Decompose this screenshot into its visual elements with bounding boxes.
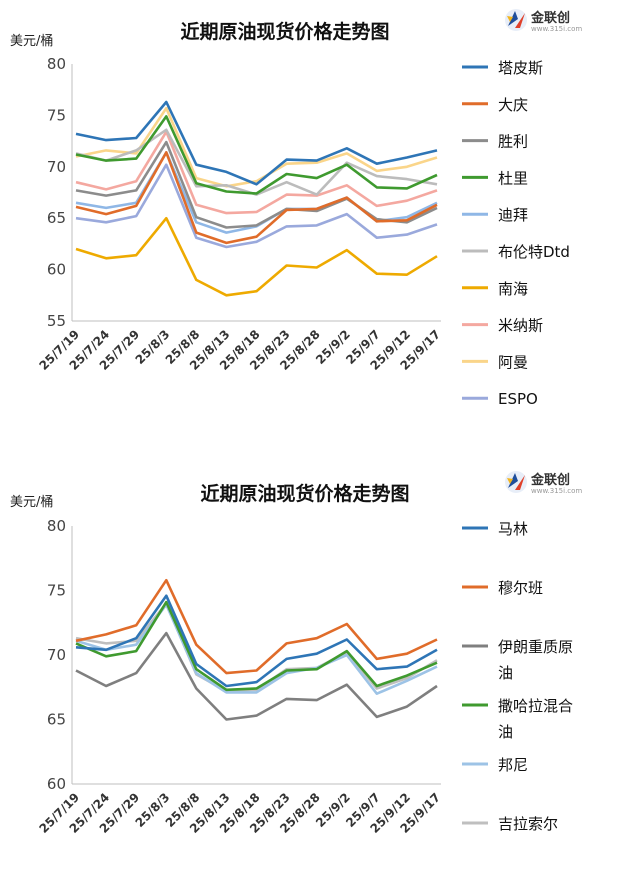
series-line-shengli [75, 140, 438, 229]
legend-label-murban: 穆尔班 [498, 579, 543, 597]
y-tick-label: 65 [47, 711, 66, 729]
logo-name: 金联创 [530, 10, 570, 26]
series-line-oman [75, 106, 438, 188]
logo-url: www.315i.com [531, 25, 582, 33]
legend-label-malin: 马林 [498, 520, 528, 538]
legend-label-espo: ESPO [498, 390, 538, 408]
legend-label-brent: 布伦特Dtd [498, 243, 570, 261]
series-line-daqing [75, 151, 438, 245]
logo-url: www.315i.com [531, 487, 582, 495]
legend-label-bonny: 邦尼 [498, 756, 528, 774]
legend-label-dubai: 迪拜 [498, 206, 528, 224]
y-axis-label: 美元/桶 [10, 495, 53, 510]
series-line-minas [75, 130, 438, 215]
legend-label-oman: 阿曼 [498, 353, 528, 371]
y-tick-label: 55 [47, 312, 66, 330]
logo-mark-yellow [507, 16, 513, 22]
legend-label-daqing: 大庆 [498, 96, 528, 114]
legend-label-saharan: 撒哈拉混合 [498, 697, 573, 715]
logo-name: 金联创 [530, 472, 570, 488]
legend-label-saharan: 油 [498, 723, 513, 741]
y-axis-label: 美元/桶 [10, 34, 53, 49]
legend-label-nanhai: 南海 [498, 280, 528, 298]
y-tick-label: 60 [47, 261, 66, 279]
logo-mark-red [515, 13, 525, 28]
legend-label-iranheavy: 油 [498, 664, 513, 682]
series-line-girassol [75, 602, 438, 693]
chart-title: 近期原油现货价格走势图 [180, 20, 389, 43]
series-line-tapis [75, 100, 438, 186]
series-line-saharan [75, 600, 438, 692]
legend-label-iranheavy: 伊朗重质原 [498, 638, 573, 656]
series-line-iranheavy [75, 631, 438, 721]
logo-mark-blue [508, 11, 518, 26]
y-tick-label: 75 [47, 582, 66, 600]
chart-title: 近期原油现货价格走势图 [200, 482, 409, 505]
y-tick-label: 60 [47, 775, 66, 793]
y-tick-label: 80 [47, 517, 66, 535]
y-tick-label: 80 [47, 55, 66, 73]
logo-mark-yellow [507, 478, 513, 484]
legend-label-duri: 杜里 [498, 169, 528, 187]
chart-panel-bottom: 近期原油现货价格走势图美元/桶 金联创 www.315i.com 60 65 70 75 80… [0, 448, 640, 888]
legend-label-girassol: 吉拉索尔 [498, 815, 558, 833]
series-line-nanhai [75, 216, 438, 297]
y-tick-label: 75 [47, 106, 66, 124]
y-tick-label: 65 [47, 209, 66, 227]
legend-label-tapis: 塔皮斯 [498, 59, 543, 77]
logo-mark-blue [508, 473, 518, 488]
series-line-duri [75, 115, 438, 195]
series-line-murban [75, 578, 438, 675]
series-line-espo [75, 163, 438, 249]
logo-mark-red [515, 475, 525, 490]
legend-label-shengli: 胜利 [498, 133, 528, 151]
series-line-bonny [75, 603, 438, 695]
legend-label-minas: 米纳斯 [498, 317, 543, 335]
y-tick-label: 70 [47, 158, 66, 176]
y-tick-label: 70 [47, 646, 66, 664]
chart-panel-top: 近期原油现货价格走势图美元/桶 金联创 www.315i.com 55 60 65 70 75… [0, 0, 640, 440]
series-line-malin [75, 594, 438, 688]
